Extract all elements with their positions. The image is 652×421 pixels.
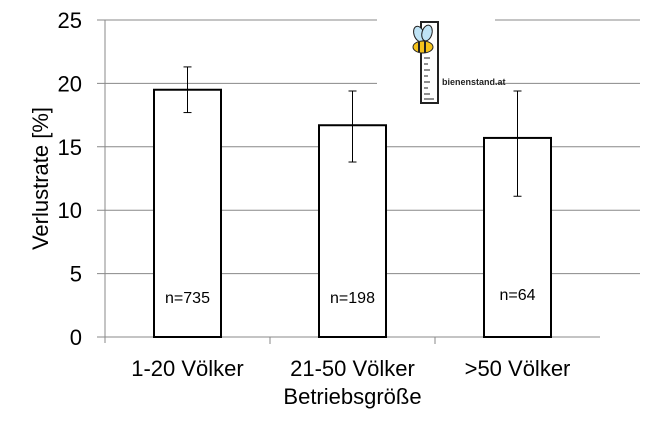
y-tick-label: 5 [70,262,82,287]
y-tick-label: 25 [58,8,82,33]
x-tick-label: >50 Völker [465,356,571,381]
y-tick-label: 0 [70,325,82,350]
x-tick-label: 1-20 Völker [131,356,244,381]
y-axis-label: Verlustrate [%] [28,107,53,250]
x-axis-label: Betriebsgröße [283,384,421,409]
bar-label: n=198 [330,290,375,307]
bar [153,88,222,338]
bienenstand-logo: bienenstand.at [377,14,506,108]
bar-label: n=735 [165,290,210,307]
y-tick-label: 20 [58,71,82,96]
y-tick-label: 15 [58,135,82,160]
logo-text: bienenstand.at [442,77,506,87]
y-tick-label: 10 [58,198,82,223]
x-tick-label: 21-50 Völker [290,356,415,381]
bar-label: n=64 [499,287,535,304]
